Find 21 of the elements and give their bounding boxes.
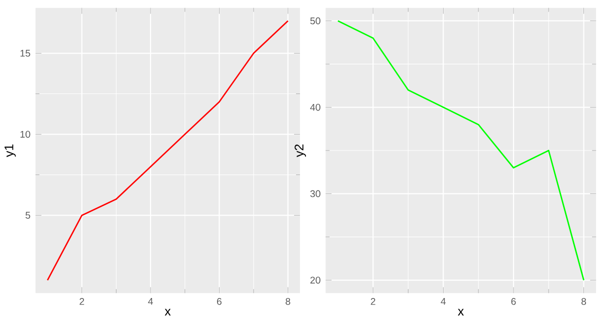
x-tick-label: 4: [440, 298, 446, 305]
x-tick-label: 6: [511, 298, 516, 305]
x-tick-label: 4: [148, 298, 153, 305]
y-tick-label: 15: [20, 50, 30, 57]
y-axis-title: y1: [4, 144, 16, 158]
y-tick-label: 50: [310, 17, 320, 24]
x-tick-label: 2: [370, 298, 376, 305]
x-tick-label: 8: [286, 298, 290, 305]
x-axis-title: x: [164, 308, 171, 316]
x-tick-label: 8: [581, 298, 586, 305]
y-tick-label: 40: [310, 104, 320, 111]
line-series: [337, 20, 584, 281]
y-tick-label: 20: [310, 276, 320, 284]
y-axis-title: y2: [294, 144, 306, 158]
y-tick-label: 10: [20, 130, 30, 138]
y-tick-label: 5: [26, 212, 30, 219]
x-tick-label: 2: [80, 298, 84, 305]
y-tick-label: 30: [310, 190, 320, 198]
line-series: [46, 20, 289, 281]
x-axis-title: x: [458, 308, 464, 316]
x-tick-label: 6: [217, 298, 222, 305]
